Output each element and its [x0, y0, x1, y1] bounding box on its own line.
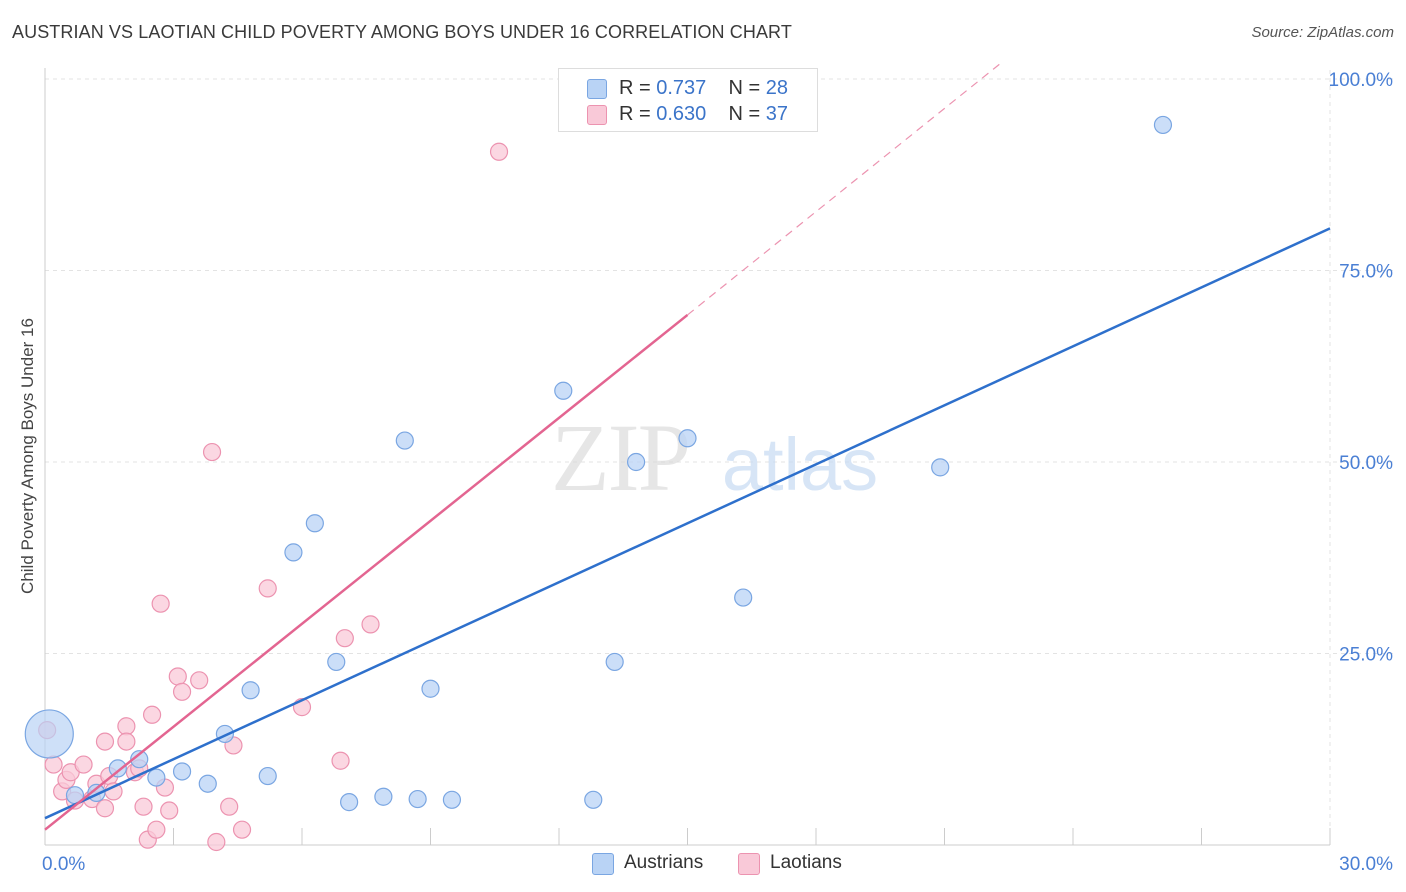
laotians-point [134, 797, 153, 816]
austrians-point [1153, 115, 1173, 135]
watermark-atlas: atlas [722, 423, 878, 506]
x-tick-label-max: 30.0% [1339, 854, 1393, 875]
austrians-point [241, 681, 260, 700]
laotians-point [142, 705, 162, 724]
austrians-point [130, 750, 149, 769]
laotians-point [95, 732, 115, 751]
austrians-point [172, 762, 192, 781]
laotians-point [190, 671, 209, 690]
austrians-point [374, 787, 393, 806]
austrians-point [931, 458, 950, 477]
austrians-point [626, 452, 646, 472]
austrians-point [327, 652, 346, 672]
legend-swatch-laotians [587, 105, 607, 125]
watermark-zip: ZIP [551, 404, 689, 511]
source-label: Source: ZipAtlas.com [1251, 24, 1394, 41]
laotians-point [331, 751, 350, 770]
legend-laotians-r-label: R = [619, 103, 651, 125]
austrians-trend-line [44, 227, 1331, 820]
bottom-legend-label-laotians: Laotians [770, 852, 842, 873]
austrians-point [284, 543, 303, 562]
bottom-legend-swatch-austrians [592, 853, 614, 875]
y-tick-labels: 25.0% 50.0% 75.0% 100.0% 0.0% 30.0% [42, 70, 1393, 875]
austrians-point [258, 766, 277, 786]
austrians-point [554, 381, 573, 400]
legend-laotians-r-value: 0.630 [656, 103, 707, 125]
laotians-point [207, 832, 226, 852]
grid [45, 70, 1395, 845]
laotians-trend-line [44, 313, 689, 831]
laotians-trend-extension [687, 63, 1001, 316]
legend-austrians-r-label: R = [619, 77, 651, 99]
chart-title: AUSTRIAN VS LAOTIAN CHILD POVERTY AMONG … [12, 22, 792, 42]
x-tick-label-min: 0.0% [42, 854, 85, 875]
legend-swatch-austrians [587, 79, 607, 99]
austrians-point [734, 588, 753, 607]
laotians-point [258, 579, 277, 598]
legend-austrians-n-value: 28 [765, 77, 789, 99]
austrians-point [421, 679, 440, 698]
austrians-point [678, 429, 697, 448]
laotians-point [147, 820, 166, 839]
laotians-point [95, 799, 115, 818]
austrians-point [442, 790, 462, 809]
bottom-legend-label-austrians: Austrians [624, 852, 704, 873]
legend-austrians-n-label: N = [728, 77, 761, 99]
legend-austrians-r-value: 0.737 [656, 77, 707, 99]
laotians-point [151, 594, 170, 613]
laotians-point [117, 732, 136, 751]
legend: R = 0.737 N = 28 R = 0.630 N = 37 [558, 68, 818, 132]
laotians-point [74, 755, 93, 774]
austrians-point [108, 759, 127, 778]
austrians-point [198, 774, 217, 793]
trend-lines [44, 63, 1331, 831]
austrians-point [408, 789, 427, 809]
bottom-legend-swatch-laotians [738, 853, 760, 875]
austrians-point [340, 793, 359, 812]
watermark: ZIP atlas [551, 404, 878, 511]
austrians-point [605, 652, 624, 672]
laotians-point [160, 801, 179, 820]
austrians-point [147, 768, 166, 787]
laotians-point [489, 142, 509, 161]
y-tick-label: 100.0% [1329, 70, 1394, 91]
laotians-points [38, 142, 509, 852]
laotians-point [232, 820, 252, 839]
y-tick-label: 75.0% [1339, 262, 1393, 283]
laotians-point [168, 667, 187, 686]
y-tick-label: 25.0% [1339, 645, 1393, 666]
laotians-point [117, 717, 136, 736]
laotians-point [44, 755, 63, 774]
austrians-point [24, 709, 74, 759]
austrians-point [584, 790, 603, 809]
laotians-point [172, 682, 192, 701]
laotians-point [361, 615, 380, 634]
laotians-point [202, 442, 222, 462]
y-tick-label: 50.0% [1339, 453, 1393, 474]
laotians-point [220, 797, 239, 816]
austrians-point [305, 514, 324, 533]
laotians-point [335, 629, 354, 648]
legend-laotians-n-value: 37 [765, 103, 789, 125]
austrians-point [395, 431, 414, 450]
legend-laotians-n-label: N = [728, 103, 761, 125]
